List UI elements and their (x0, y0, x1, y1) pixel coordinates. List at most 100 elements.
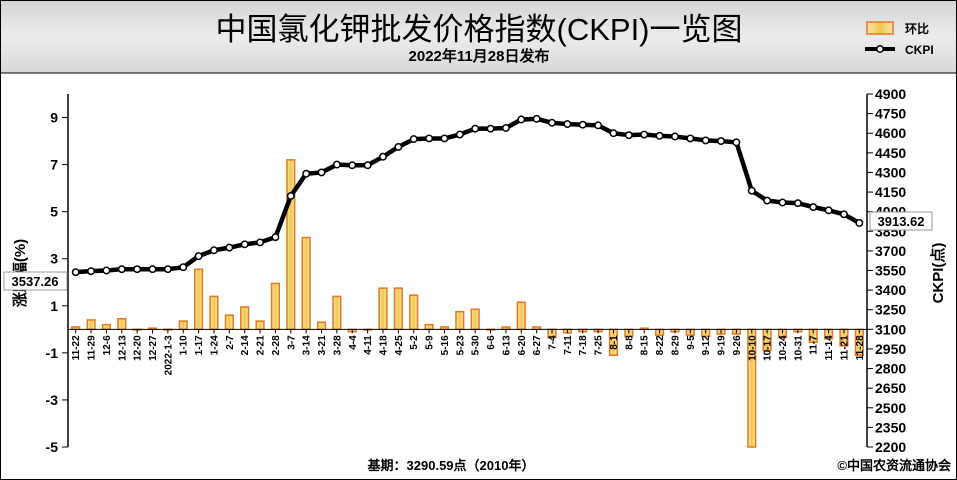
bar-2-21 (255, 320, 265, 331)
x-tick-label: 6-27 (532, 335, 543, 355)
bar-2-28 (270, 282, 281, 331)
left-tick-label: 5 (50, 204, 58, 220)
ckpi-point-5-23 (455, 130, 464, 139)
ckpi-point-6-20 (517, 115, 526, 124)
x-tick-label: 11-7 (809, 335, 820, 355)
ckpi-point-6-27 (532, 114, 541, 123)
x-tick-label: 4-4 (348, 335, 359, 350)
x-tick-label: 11-14 (824, 335, 835, 360)
right-tick-label: 2500 (875, 400, 906, 416)
left-tick-label: -5 (46, 439, 59, 455)
ckpi-point-11-7 (809, 203, 818, 212)
ckpi-line (75, 116, 861, 275)
ckpi-point-5-9 (425, 134, 434, 143)
right-tick-label: 2950 (875, 341, 906, 357)
ckpi-point-2-21 (256, 238, 265, 247)
ckpi-point-5-16 (440, 134, 449, 143)
ckpi-point-11-21 (840, 210, 848, 219)
x-tick-label: 2-21 (256, 335, 267, 355)
ckpi-point-4-11 (363, 161, 372, 170)
ckpi-point-4-18 (379, 152, 387, 161)
x-tick-label: 7-18 (578, 335, 589, 355)
x-tick-label: 7-25 (594, 335, 605, 355)
header-background (1, 1, 956, 73)
left-tick-label: 1 (50, 298, 58, 314)
x-tick-label: 6-20 (517, 335, 528, 355)
footer-copyright: ©中国农资流通协会 (837, 458, 952, 473)
ckpi-point-1-17 (194, 252, 203, 261)
right-tick-label: 2800 (875, 361, 906, 377)
ckpi-point-2-14 (240, 240, 249, 249)
bar-6-20 (516, 301, 526, 331)
x-tick-label: 12-6 (102, 335, 113, 355)
ckpi-point-2022-1-3 (163, 265, 172, 274)
x-tick-label: 3-14 (302, 335, 313, 355)
ckpi-point-7-11 (563, 120, 572, 129)
right-tick-label: 4150 (875, 184, 906, 200)
legend-line-label: CKPI (905, 43, 934, 57)
ckpi-point-6-6 (486, 124, 495, 133)
x-tick-label: 10-10 (747, 335, 758, 361)
ckpi-point-4-4 (348, 161, 357, 170)
footer-base-period: 基期：3290.59点（2010年） (367, 458, 535, 473)
first-value-label: 3537.26 (12, 274, 59, 289)
x-tick-label: 11-21 (839, 335, 850, 360)
bar-3-21 (316, 321, 327, 331)
right-tick-label: 3100 (875, 321, 906, 337)
bar-2-7 (224, 314, 234, 331)
ckpi-point-9-5 (686, 134, 695, 143)
ckpi-point-11-22 (71, 268, 80, 277)
bar-11-29 (86, 319, 96, 331)
x-tick-label: 11-28 (855, 335, 866, 360)
chart-subtitle: 2022年11月28日发布 (409, 47, 550, 65)
ckpi-point-12-27 (148, 265, 157, 274)
ckpi-point-7-25 (594, 121, 603, 130)
x-tick-label: 7-4 (548, 335, 559, 350)
ckpi-point-5-2 (409, 135, 418, 144)
ckpi-point-12-13 (117, 265, 126, 274)
ckpi-point-8-1 (609, 129, 618, 138)
last-value-label: 3913.62 (878, 214, 925, 229)
chart-title: 中国氯化钾批发价格指数(CKPI)一览图 (216, 12, 743, 47)
header: 中国氯化钾批发价格指数(CKPI)一览图 2022年11月28日发布 (1, 1, 956, 74)
right-tick-label: 2650 (875, 380, 906, 396)
ckpi-point-4-25 (394, 143, 403, 151)
ckpi-point-8-29 (670, 132, 679, 141)
ckpi-point-9-26 (732, 138, 741, 147)
bar-2-14 (240, 306, 250, 331)
bar-5-2 (409, 294, 419, 331)
legend-line-marker (876, 45, 884, 53)
x-tick-label: 5-16 (440, 335, 451, 355)
ckpi-point-10-24 (778, 198, 787, 207)
legend: 环比 CKPI (865, 21, 934, 57)
right-tick-label: 3550 (875, 263, 906, 279)
x-tick-label: 11-22 (71, 335, 82, 360)
bar-5-9 (424, 323, 434, 331)
line-series (71, 114, 864, 277)
ckpi-point-5-30 (471, 124, 480, 133)
ckpi-point-2-28 (271, 233, 280, 242)
left-tick-label: 3 (50, 251, 58, 267)
x-tick-label: 1-24 (209, 335, 220, 355)
bar-5-23 (455, 310, 465, 331)
x-tick-label: 3-28 (332, 335, 343, 355)
x-tick-label: 5-2 (409, 335, 420, 350)
ckpi-point-11-29 (87, 267, 96, 276)
right-tick-label: 4450 (875, 145, 906, 161)
right-tick-label: 4900 (875, 86, 906, 102)
x-tick-label: 10-31 (793, 335, 804, 361)
ckpi-point-12-20 (133, 265, 142, 274)
ckpi-point-7-18 (578, 120, 587, 129)
last-value-callout: 3913.62 (869, 211, 933, 231)
ckpi-point-10-17 (763, 196, 772, 205)
bar-12-13 (117, 317, 127, 331)
bar-3-14 (301, 236, 311, 331)
right-tick-label: 3400 (875, 282, 906, 298)
ckpi-point-10-10 (747, 186, 756, 195)
x-tick-label: 2-28 (271, 335, 282, 355)
ckpi-point-11-28 (855, 219, 864, 227)
x-tick-label: 4-25 (394, 335, 405, 355)
ckpi-point-7-4 (548, 118, 556, 127)
x-tick-label: 2-14 (240, 335, 251, 355)
